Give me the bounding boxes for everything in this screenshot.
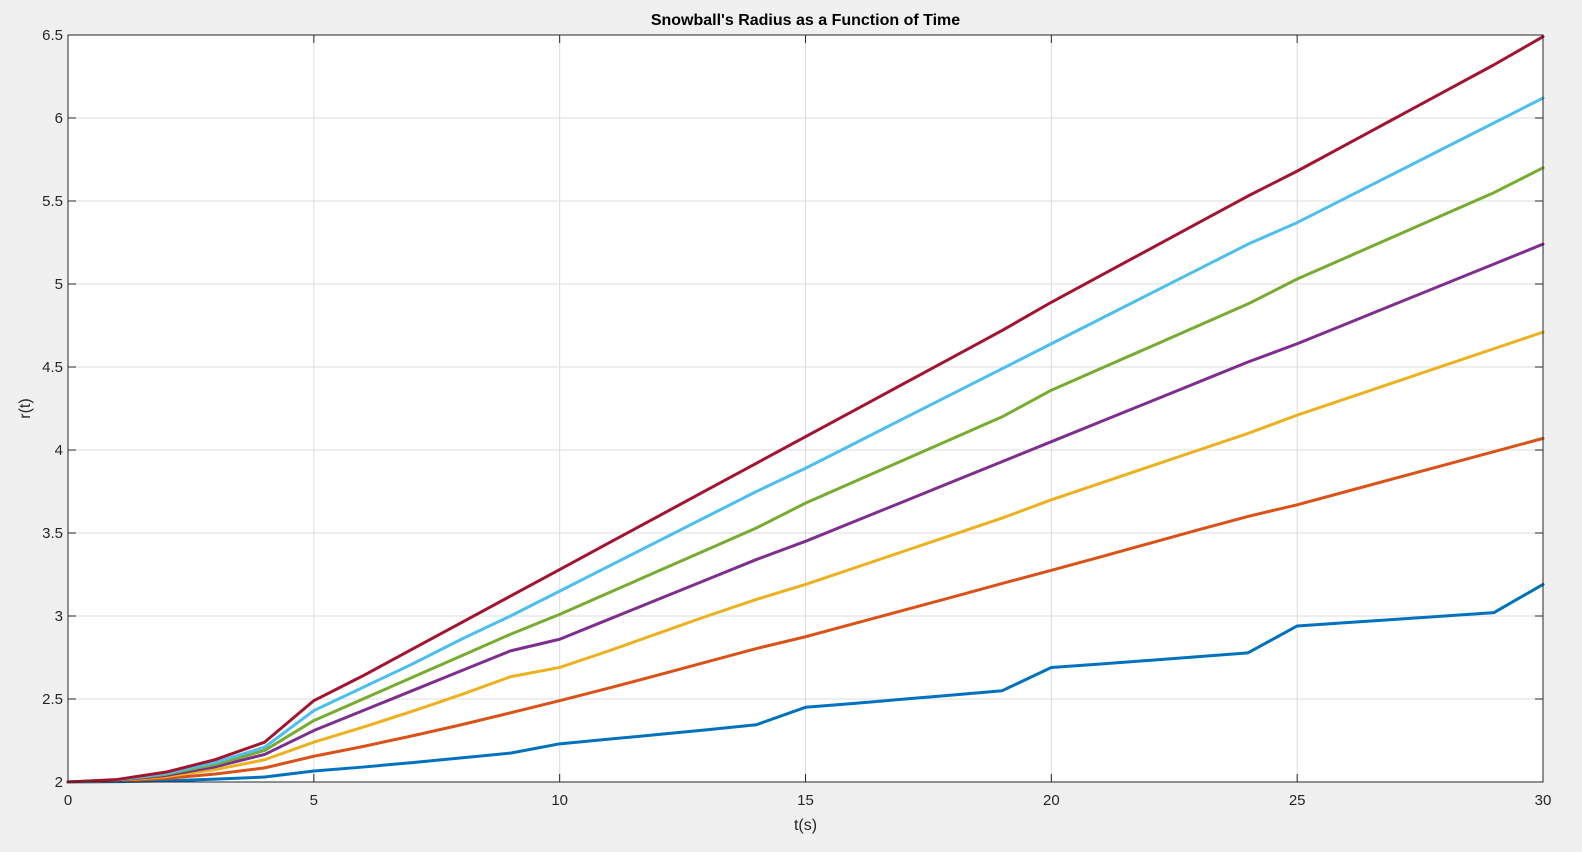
x-tick-label: 5 <box>310 792 318 809</box>
chart-title: Snowball's Radius as a Function of Time <box>651 12 960 29</box>
y-tick-label: 2.5 <box>42 691 63 708</box>
y-tick-label: 3.5 <box>42 525 63 542</box>
series-line-1 <box>66 582 1545 784</box>
series-line-7 <box>66 35 1545 784</box>
y-tick-label: 4.5 <box>42 359 63 376</box>
series-line-2 <box>66 436 1545 784</box>
x-tick-label: 15 <box>797 792 814 809</box>
series-line-5 <box>66 166 1545 784</box>
series-line-4 <box>66 242 1545 784</box>
x-tick-label: 10 <box>551 792 568 809</box>
y-tick-label: 3 <box>55 608 63 625</box>
ticks: 0 5 10 15 20 25 30 2 2.5 3 3.5 4 4.5 5 5.5 6 6.5 <box>42 27 1551 809</box>
series-layer <box>66 35 1545 784</box>
grid <box>68 35 1543 782</box>
y-tick-label: 5 <box>55 276 63 293</box>
series-line-3 <box>66 330 1545 784</box>
series-line-6 <box>66 96 1545 784</box>
y-tick-label: 4 <box>55 442 63 459</box>
y-axis-label: r(t) <box>17 398 34 418</box>
x-tick-label: 0 <box>64 792 72 809</box>
y-tick-label: 2 <box>55 774 63 791</box>
y-tick-label: 6 <box>55 110 63 127</box>
x-tick-label: 30 <box>1535 792 1552 809</box>
x-axis-label: t(s) <box>794 817 817 834</box>
y-tick-label: 5.5 <box>42 193 63 210</box>
y-tick-label: 6.5 <box>42 27 63 44</box>
x-tick-label: 20 <box>1043 792 1060 809</box>
x-tick-label: 25 <box>1289 792 1306 809</box>
